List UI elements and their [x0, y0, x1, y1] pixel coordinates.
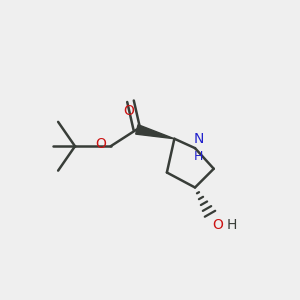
- Text: O: O: [212, 218, 223, 232]
- Text: O: O: [123, 104, 134, 118]
- Text: H: H: [226, 218, 236, 232]
- Text: O: O: [95, 137, 106, 152]
- Text: N: N: [194, 132, 204, 146]
- Text: H: H: [194, 150, 203, 163]
- Polygon shape: [136, 124, 174, 139]
